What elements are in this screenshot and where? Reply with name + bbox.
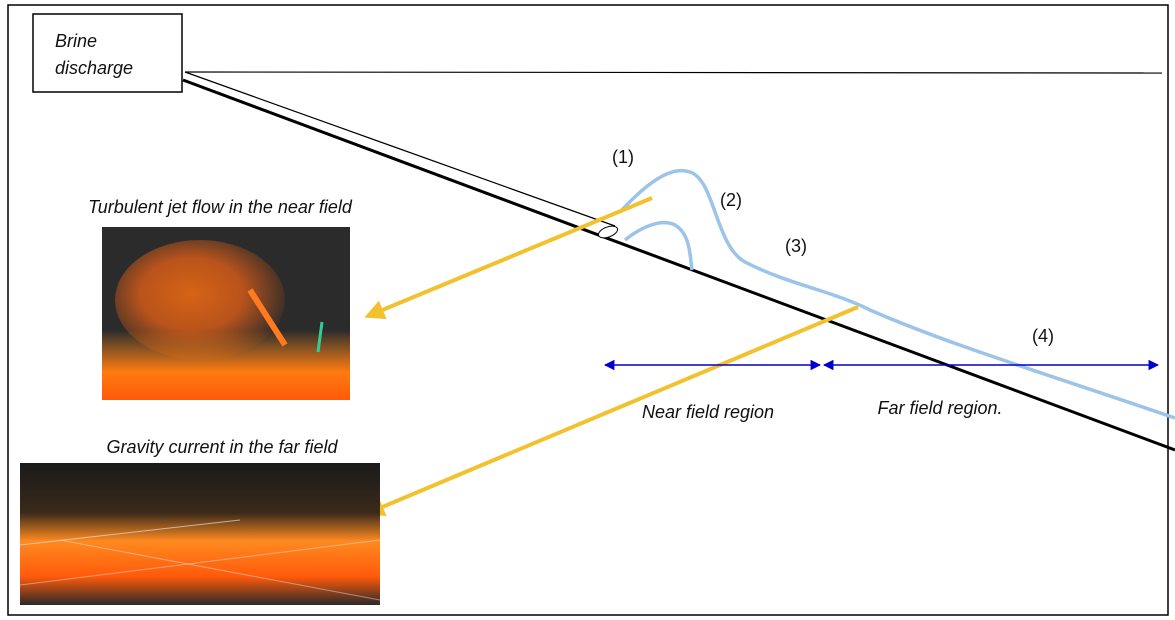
region-label: Near field region: [642, 402, 774, 422]
photo-caption: Gravity current in the far field: [106, 437, 338, 457]
stage-label: (3): [785, 236, 807, 256]
plume-upper: [620, 171, 1175, 418]
pointer-arrow: [368, 307, 858, 513]
photo: [102, 227, 350, 400]
stage-label: (2): [720, 190, 742, 210]
plume-lower: [625, 223, 692, 270]
diagram: Brine discharge (1) (2) (3) (4) Turbulen…: [0, 0, 1175, 620]
stage-label: (4): [1032, 326, 1054, 346]
water-surface: [185, 72, 1162, 73]
nozzle: [597, 224, 619, 240]
stage-label: (1): [612, 147, 634, 167]
photo-caption: Turbulent jet flow in the near field: [88, 197, 353, 217]
pointer-arrow: [368, 198, 652, 316]
source-label: Brine: [55, 31, 97, 51]
photo: [20, 463, 380, 605]
region-label: Far field region.: [877, 398, 1002, 418]
source-box: [33, 14, 182, 92]
source-label: discharge: [55, 58, 133, 78]
